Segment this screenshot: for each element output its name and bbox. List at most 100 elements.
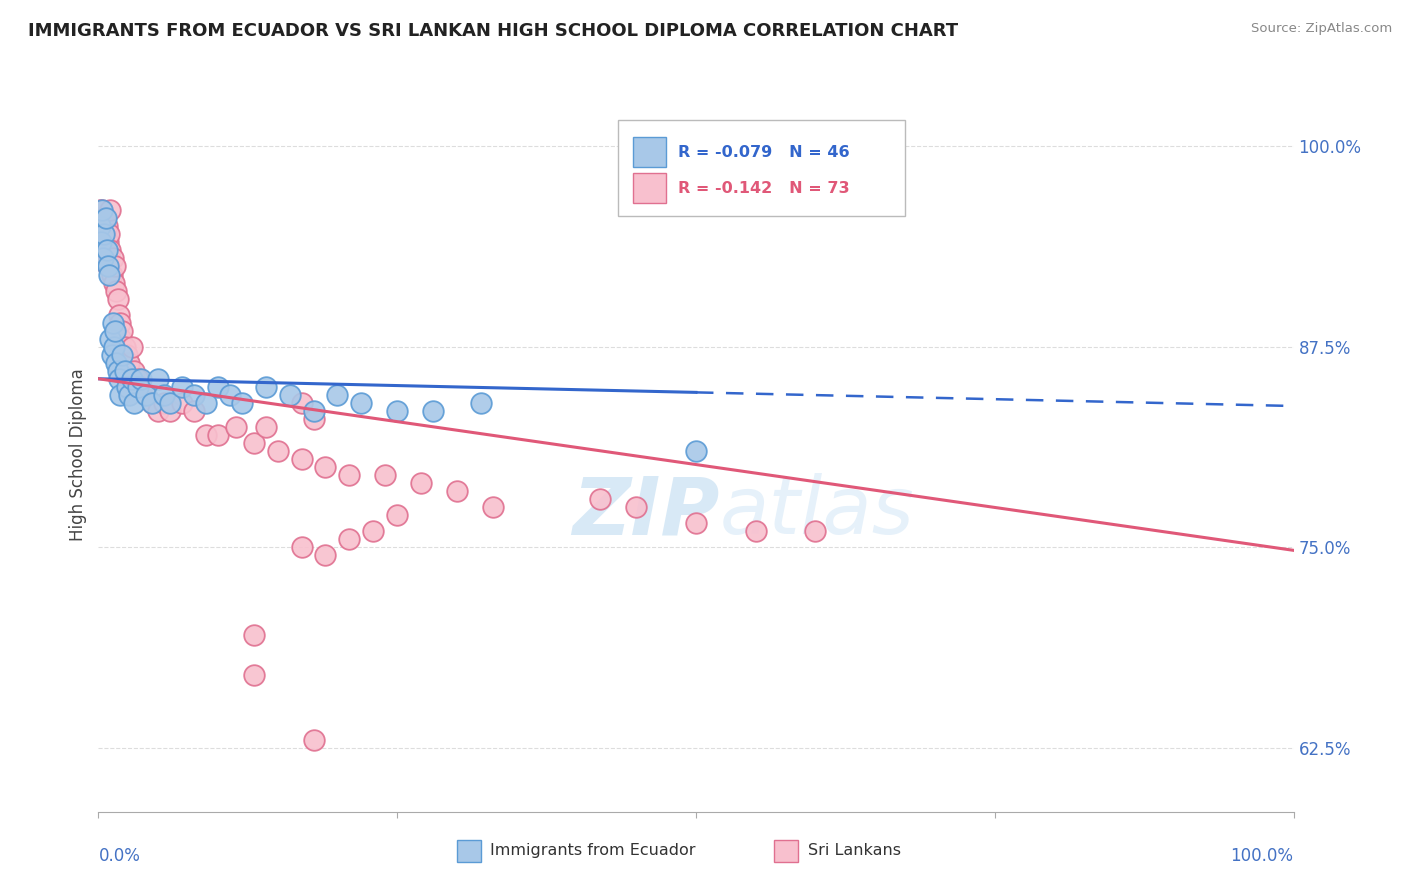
Point (105, 356, 128, 370)
Text: Source: ZipAtlas.com: Source: ZipAtlas.com (1251, 22, 1392, 36)
Point (97, 260, 120, 274)
Point (350, 396, 373, 410)
Point (107, 372, 129, 386)
Point (183, 404, 205, 418)
Point (91, 219, 114, 234)
Point (111, 324, 134, 338)
Point (172, 396, 194, 410)
Text: 100.0%: 100.0% (1230, 847, 1294, 865)
Point (374, 467, 396, 482)
Point (93, 235, 115, 250)
Text: Sri Lankans: Sri Lankans (808, 844, 901, 858)
Text: R = -0.079   N = 46: R = -0.079 N = 46 (678, 145, 849, 160)
Point (98, 252, 121, 266)
Point (315, 548, 337, 562)
Point (446, 483, 468, 498)
Point (804, 524, 827, 538)
Point (385, 508, 409, 522)
Point (131, 380, 153, 394)
Point (153, 396, 176, 410)
Point (91, 244, 114, 258)
Point (124, 396, 146, 410)
Point (100, 348, 122, 362)
Point (302, 732, 325, 747)
Text: Immigrants from Ecuador: Immigrants from Ecuador (491, 844, 696, 858)
Point (89, 203, 111, 218)
Point (267, 444, 290, 458)
Point (89, 219, 111, 234)
Point (225, 420, 247, 434)
Point (118, 356, 141, 370)
Point (98, 227, 121, 242)
Bar (457, 840, 481, 862)
Point (207, 380, 229, 394)
Bar (633, 173, 666, 203)
Point (94, 252, 117, 266)
Point (101, 252, 124, 266)
Point (94, 211, 117, 226)
Point (141, 396, 163, 410)
Point (91, 203, 114, 218)
Point (108, 316, 131, 330)
Point (153, 388, 176, 402)
Point (98, 332, 122, 346)
Point (278, 388, 301, 402)
Point (243, 668, 266, 682)
Point (101, 316, 124, 330)
Point (97, 235, 120, 250)
Point (121, 340, 143, 354)
Point (148, 404, 170, 418)
Point (90, 227, 112, 242)
Point (104, 324, 127, 338)
Point (243, 436, 266, 450)
Point (110, 332, 132, 346)
Point (685, 516, 707, 530)
Point (231, 396, 253, 410)
Point (98, 268, 121, 282)
Point (94, 227, 117, 242)
Point (315, 459, 337, 474)
Point (626, 500, 648, 514)
Point (159, 396, 181, 410)
Text: atlas: atlas (720, 473, 915, 551)
Point (411, 475, 433, 490)
Point (114, 340, 136, 354)
Point (100, 268, 122, 282)
Point (108, 388, 131, 402)
Point (93, 211, 115, 226)
Point (96, 244, 118, 258)
Point (470, 396, 492, 410)
Point (93, 227, 115, 242)
Point (131, 372, 153, 386)
Point (183, 388, 205, 402)
Text: 0.0%: 0.0% (98, 847, 141, 865)
Point (685, 444, 707, 458)
Point (103, 340, 125, 354)
Y-axis label: High School Diploma: High School Diploma (69, 368, 87, 541)
Point (107, 364, 129, 378)
Point (141, 396, 163, 410)
Point (124, 364, 146, 378)
Point (127, 380, 149, 394)
Point (98, 203, 122, 218)
Point (302, 412, 325, 426)
Point (127, 372, 149, 386)
Text: ZIP: ZIP (572, 473, 720, 551)
Point (118, 388, 141, 402)
Point (745, 524, 768, 538)
Point (135, 388, 157, 402)
Point (114, 364, 136, 378)
Point (363, 524, 385, 538)
Point (291, 451, 314, 466)
Point (243, 628, 266, 642)
Point (385, 404, 409, 418)
Point (148, 372, 170, 386)
Point (91, 252, 114, 266)
Point (254, 380, 277, 394)
Point (104, 260, 127, 274)
Bar (633, 137, 666, 168)
Point (302, 404, 325, 418)
Point (96, 244, 118, 258)
Point (291, 396, 314, 410)
Point (339, 532, 360, 546)
